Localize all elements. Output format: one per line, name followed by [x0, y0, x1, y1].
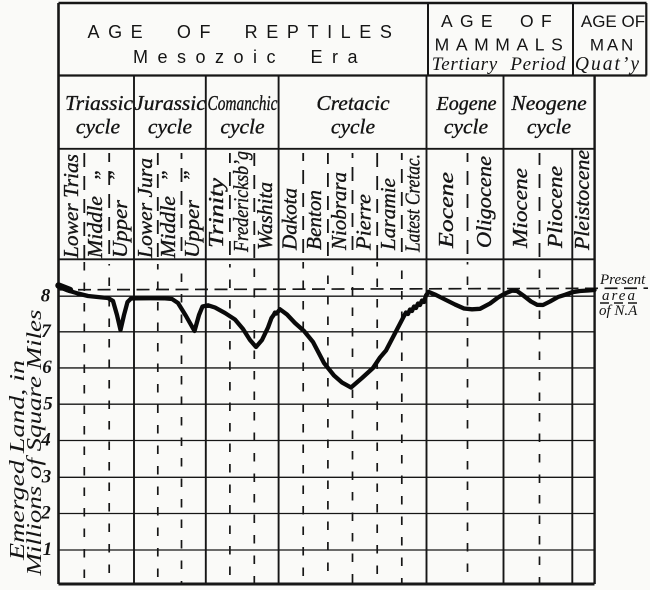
- svg-text:Present: Present: [599, 272, 646, 288]
- svg-text:Eogene: Eogene: [436, 93, 497, 115]
- svg-text:Dakota: Dakota: [278, 188, 302, 251]
- svg-text:Middle: Middle: [156, 196, 180, 259]
- svg-text:MAMMALS: MAMMALS: [435, 35, 570, 55]
- svg-text:”: ”: [179, 170, 203, 182]
- svg-text:Upper: Upper: [108, 199, 132, 258]
- svg-text:Niobrara: Niobrara: [327, 172, 351, 251]
- svg-text:of N.A: of N.A: [599, 303, 638, 319]
- svg-text:cycle: cycle: [148, 115, 193, 139]
- svg-text:AGE OF REPTILES: AGE OF REPTILES: [87, 22, 400, 42]
- svg-text:cycle: cycle: [331, 115, 376, 139]
- svg-text:Pierre: Pierre: [352, 194, 376, 251]
- svg-text:Lower Jura: Lower Jura: [133, 158, 157, 259]
- svg-text:cycle: cycle: [76, 115, 121, 139]
- svg-text:MAN: MAN: [590, 36, 636, 55]
- svg-text:cycle: cycle: [527, 115, 572, 139]
- svg-text:Trinity: Trinity: [204, 177, 228, 248]
- svg-text:Neogene: Neogene: [510, 91, 587, 115]
- svg-text:1: 1: [43, 539, 53, 560]
- svg-text:Mesozoic Era: Mesozoic Era: [133, 47, 367, 67]
- svg-text:Tertiary Period: Tertiary Period: [432, 54, 567, 75]
- svg-text:Fredericksb’g: Fredericksb’g: [229, 151, 253, 253]
- svg-text:8: 8: [41, 285, 51, 306]
- svg-text:Latest Cretac.: Latest Cretac.: [401, 154, 425, 253]
- svg-text:Eocene: Eocene: [434, 172, 458, 249]
- svg-text:Pliocene: Pliocene: [543, 166, 567, 249]
- svg-text:area: area: [602, 288, 637, 304]
- svg-text:Oligocene: Oligocene: [472, 156, 496, 248]
- svg-text:Washita: Washita: [253, 182, 277, 250]
- svg-text:Benton: Benton: [302, 190, 326, 250]
- svg-text:Lower Trias: Lower Trias: [59, 154, 83, 259]
- svg-text:cycle: cycle: [444, 115, 489, 139]
- svg-text:5: 5: [43, 393, 53, 414]
- svg-text:Emerged Land, in: Emerged Land, in: [5, 360, 29, 561]
- svg-text:Quat’y: Quat’y: [575, 54, 641, 75]
- svg-text:Middle: Middle: [83, 196, 107, 259]
- svg-text:”: ”: [90, 170, 114, 182]
- svg-text:Triassic: Triassic: [65, 91, 134, 115]
- svg-text:AGE OF: AGE OF: [581, 12, 645, 31]
- svg-text:Jurassic: Jurassic: [134, 91, 206, 115]
- svg-text:4: 4: [40, 430, 51, 451]
- svg-text:Pleistocene: Pleistocene: [570, 150, 594, 251]
- svg-text:Upper: Upper: [180, 199, 204, 258]
- svg-text:6: 6: [42, 357, 52, 378]
- svg-text:Comanchic: Comanchic: [208, 91, 278, 115]
- svg-text:Laramie: Laramie: [376, 178, 400, 251]
- svg-text:cycle: cycle: [220, 115, 265, 139]
- svg-text:3: 3: [41, 467, 52, 488]
- svg-text:Cretacic: Cretacic: [316, 91, 390, 115]
- svg-text:2: 2: [40, 503, 51, 524]
- svg-text:”: ”: [104, 170, 128, 182]
- svg-text:7: 7: [41, 321, 52, 342]
- svg-text:”: ”: [157, 170, 181, 182]
- svg-text:AGE OF: AGE OF: [441, 11, 559, 31]
- svg-text:Millions of Square Miles: Millions of Square Miles: [22, 310, 46, 577]
- svg-text:Miocene: Miocene: [508, 168, 532, 249]
